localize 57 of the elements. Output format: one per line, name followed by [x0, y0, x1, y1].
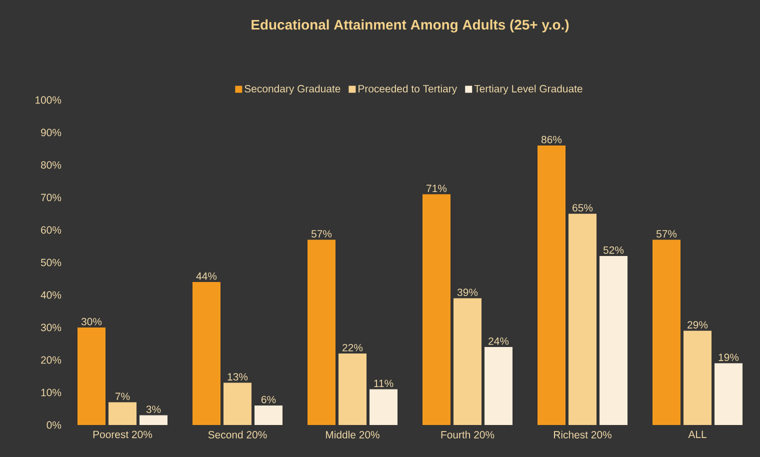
bar [684, 330, 712, 425]
bar [370, 389, 398, 425]
data-label: 71% [426, 184, 447, 192]
legend-label: Secondary Graduate [244, 84, 340, 94]
data-label: 39% [457, 288, 478, 296]
y-tick-label: 100% [36, 96, 62, 104]
data-label: 3% [146, 406, 161, 414]
data-label: 22% [342, 344, 363, 352]
data-label: 6% [261, 396, 276, 404]
bar [140, 415, 168, 425]
data-label: 24% [488, 337, 509, 345]
bar [484, 347, 513, 425]
x-tick-label: ALL [688, 430, 706, 438]
data-label: 30% [81, 318, 102, 326]
legend-label: Tertiary Level Graduate [474, 84, 582, 94]
y-tick-label: 40% [40, 291, 62, 299]
y-tick-label: 50% [40, 258, 62, 266]
y-tick-label: 10% [41, 388, 62, 396]
bar [422, 194, 451, 425]
x-tick-label: Second 20% [208, 430, 267, 438]
data-label: 86% [541, 136, 562, 144]
y-tick-label: 20% [41, 356, 62, 364]
bar [108, 402, 136, 425]
data-label: 44% [196, 272, 217, 280]
bar [192, 282, 220, 425]
y-tick-label: 90% [41, 128, 62, 136]
bar [254, 406, 283, 425]
y-tick-label: 70% [41, 194, 62, 202]
data-label: 65% [572, 204, 593, 212]
bar [78, 328, 106, 425]
bar [224, 382, 252, 425]
x-tick-label: Middle 20% [326, 430, 380, 438]
data-label: 11% [374, 380, 394, 388]
x-tick-label: Poorest 20% [93, 430, 152, 438]
data-label: 19% [718, 354, 739, 362]
data-label: 13% [228, 373, 248, 381]
bar [714, 363, 743, 425]
bar [454, 298, 482, 425]
bar [338, 354, 367, 425]
x-tick-label: Richest 20% [554, 430, 612, 438]
data-label: 7% [115, 392, 130, 400]
data-label: 52% [603, 246, 624, 254]
y-tick-label: 80% [40, 161, 62, 169]
data-label: 57% [311, 230, 332, 238]
bar [568, 214, 597, 425]
bar [652, 240, 681, 425]
data-label: 29% [688, 321, 708, 329]
y-tick-label: 30% [40, 324, 62, 332]
bar [538, 145, 566, 425]
x-tick-label: Fourth 20% [441, 430, 494, 438]
y-tick-label: 60% [41, 226, 62, 234]
chart-title: Educational Attainment Among Adults (25+ y.o.) [252, 19, 569, 32]
data-label: 57% [656, 230, 677, 238]
bar [308, 240, 336, 425]
legend-label: Proceeded to Tertiary [358, 84, 458, 94]
y-tick-label: 0% [46, 421, 62, 429]
bar [600, 256, 628, 425]
